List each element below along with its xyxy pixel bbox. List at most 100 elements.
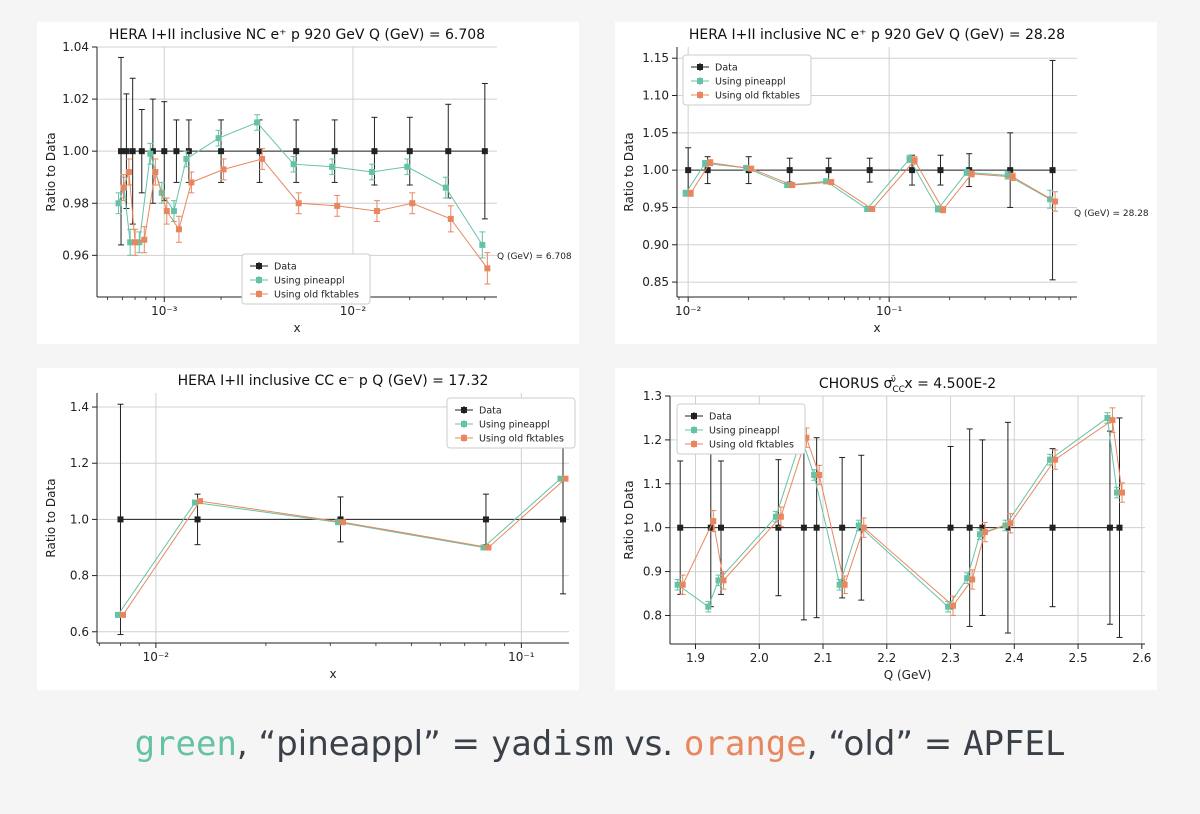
caption-orange: orange — [683, 724, 807, 764]
y-tick-label: 0.6 — [70, 625, 89, 639]
data-point-pineappl — [964, 575, 971, 582]
y-tick-label: 0.8 — [643, 608, 662, 622]
series-line-old — [122, 478, 566, 616]
data-point-old — [803, 434, 810, 441]
y-axis-label: Ratio to Data — [44, 132, 58, 211]
data-point-data — [194, 516, 201, 523]
data-point-old — [562, 475, 569, 482]
y-axis-label: Ratio to Data — [622, 480, 636, 559]
series-line-pineappl — [118, 121, 483, 246]
data-point-old — [484, 265, 491, 272]
chart-title: CHORUS σCCν̄ x = 4.500E-2 — [819, 375, 996, 395]
x-tick-label: 10⁻² — [143, 650, 170, 664]
y-tick-label: 1.00 — [62, 144, 89, 158]
data-point-old — [197, 498, 204, 505]
x-tick-label: 10⁻² — [340, 304, 367, 318]
data-point-pineappl — [192, 499, 199, 506]
data-point-old — [1052, 456, 1059, 463]
x-axis-label: x — [873, 321, 880, 335]
x-tick-label: 1.9 — [686, 651, 705, 665]
chart-title: HERA I+II inclusive NC e⁺ p 920 GeV Q (G… — [109, 27, 485, 43]
x-axis-label: x — [293, 321, 300, 335]
data-point-pineappl — [976, 531, 983, 538]
data-point-old — [175, 226, 182, 233]
data-point-data — [718, 524, 725, 531]
chart-title: HERA I+II inclusive CC e⁻ p Q (GeV) = 17… — [178, 373, 489, 389]
data-point-pineappl — [136, 239, 143, 246]
data-point-old — [707, 159, 714, 166]
data-point-data — [1007, 167, 1014, 174]
data-point-old — [295, 200, 302, 207]
caption-eq1: = — [440, 724, 491, 764]
data-point-pineappl — [855, 522, 862, 529]
series-pineappl — [682, 154, 1054, 213]
data-point-pineappl — [705, 603, 712, 610]
data-point-pineappl — [823, 178, 830, 185]
data-point-old — [340, 519, 347, 526]
data-point-old — [220, 166, 227, 173]
chart-title-sub: CC — [892, 385, 905, 395]
data-point-pineappl — [784, 182, 791, 189]
data-point-data — [138, 148, 145, 155]
legend-label-pineappl: Using pineappl — [274, 276, 345, 287]
x-tick-label: 2.5 — [1069, 651, 1088, 665]
legend-marker-data — [697, 64, 703, 70]
legend-box — [682, 54, 812, 106]
series-old — [679, 407, 1125, 616]
caption-eq2: = — [912, 724, 964, 764]
data-point-data — [406, 148, 413, 155]
data-point-data — [123, 148, 130, 155]
data-point-pineappl — [114, 611, 121, 618]
x-tick-label: 10⁻¹ — [508, 650, 535, 664]
chart-title: HERA I+II inclusive NC e⁺ p 920 GeV Q (G… — [689, 27, 1065, 43]
data-point-data — [839, 524, 846, 531]
data-point-old — [1007, 520, 1014, 527]
data-point-pineappl — [1047, 196, 1054, 203]
data-point-data — [707, 524, 714, 531]
legend-label-old: Using old fktables — [479, 434, 564, 445]
legend-marker-pineappl — [256, 277, 262, 283]
chart-title-sup: ν̄ — [891, 375, 896, 385]
x-tick-label: 2.6 — [1132, 651, 1151, 665]
data-point-pineappl — [1004, 172, 1011, 179]
legend-marker-data — [461, 407, 467, 413]
series-line-pineappl — [117, 478, 561, 616]
legend: Data Using pineappl Using old fktables — [676, 403, 806, 455]
legend-label-pineappl: Using pineappl — [715, 77, 786, 88]
data-point-pineappl — [480, 544, 487, 551]
legend-label-data: Data — [709, 412, 732, 423]
data-point-old — [120, 184, 127, 191]
chart-chorus: 1.9 2.0 2.1 2.2 2.3 2.4 2.5 2.6 0.8 0.9 1.0 1.1 1.2 1… — [622, 375, 1151, 682]
data-point-old — [125, 169, 132, 175]
legend: Data Using pineappl Using old fktables — [446, 397, 576, 449]
data-point-old — [188, 179, 195, 186]
data-point-data — [775, 524, 782, 531]
legend-marker-data — [691, 413, 697, 419]
data-point-old — [334, 202, 341, 209]
x-tick-label: 2.1 — [813, 651, 832, 665]
data-point-pineappl — [772, 513, 779, 520]
data-point-data — [677, 524, 684, 531]
caption-apfel: APFEL — [963, 724, 1066, 764]
data-point-old — [777, 513, 784, 520]
data-point-data — [445, 148, 452, 155]
data-point-data — [560, 516, 567, 523]
series-old — [687, 156, 1059, 214]
data-point-old — [373, 208, 380, 215]
y-tick-label: 0.85 — [642, 275, 669, 289]
data-point-pineappl — [702, 160, 709, 167]
x-tick-label: 10⁻² — [675, 304, 702, 318]
data-point-data — [704, 167, 711, 174]
y-tick-label: 0.95 — [642, 200, 669, 214]
data-point-pineappl — [682, 190, 689, 197]
data-point-data — [218, 148, 225, 155]
data-point-data — [173, 148, 180, 155]
y-tick-label: 0.90 — [642, 238, 669, 252]
data-point-pineappl — [183, 155, 190, 162]
y-axis-label: Ratio to Data — [44, 478, 58, 557]
data-point-data — [947, 524, 954, 531]
data-point-pineappl — [404, 163, 411, 170]
series-old — [119, 475, 569, 618]
data-point-pineappl — [290, 161, 297, 168]
legend-label-data: Data — [479, 406, 502, 417]
